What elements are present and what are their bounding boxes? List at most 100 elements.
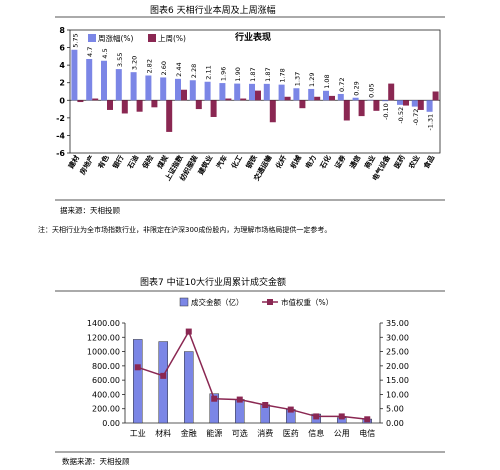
chart2-bar (235, 399, 245, 424)
chart2-plot: 1400.00 1200.00 1000.00 800.00 600.00 400.00 2… (87, 319, 409, 438)
chart1-bar-last-week (166, 100, 173, 132)
chart1-category-label: 银行 (111, 154, 126, 171)
chart2-bar (133, 339, 143, 424)
chart2-legend-line-label: 市值权重（%） (281, 297, 333, 307)
chart1-bar-last-week (284, 96, 291, 101)
chart2-title: 图表7 中证10大行业周累计成交金额 (140, 276, 286, 288)
chart2-bar (209, 393, 219, 424)
chart1-bar-last-week (92, 98, 99, 101)
chart1-bar-this-week (115, 69, 122, 101)
chart1-bar-last-week (151, 100, 158, 108)
chart1-category-label: 煤炭 (155, 154, 170, 171)
chart1-bar-last-week (195, 100, 202, 110)
chart2-category-label: 信息 (308, 428, 324, 438)
chart2-ytick-right-label: 25.00 (386, 348, 409, 357)
chart1-data-label: -0.52 (397, 107, 405, 124)
chart1-data-label: 2.82 (145, 59, 153, 73)
chart1-data-label: 4.7 (86, 47, 94, 57)
chart2-weight-marker (287, 406, 294, 413)
chart1-bar-this-week (382, 100, 389, 102)
chart1-bar-this-week (337, 93, 344, 101)
chart2-category-label: 消费 (257, 428, 273, 438)
chart1-ytick-label: 0 (59, 96, 65, 105)
chart1-ytick-label: 8 (59, 26, 65, 35)
chart1-ytick-label: 4 (59, 61, 65, 70)
chart1-data-label: 0.29 (353, 81, 361, 95)
chart1-data-label: 0.72 (338, 77, 346, 91)
chart1-legend-last-week: 上周(%) (158, 34, 186, 43)
chart2-category-label: 工业 (130, 428, 146, 438)
chart2-ytick-left-label: 400.00 (92, 390, 120, 399)
chart2-category-label: 医药 (283, 428, 299, 438)
chart2-category-label: 电信 (359, 428, 375, 438)
chart2-ytick-left-label: 0.00 (102, 419, 120, 428)
chart1-bar-last-week (269, 100, 276, 123)
chart1-data-label: 1.29 (308, 72, 316, 86)
chart1-bar-this-week (204, 81, 211, 101)
chart1-bar-this-week (308, 88, 315, 101)
chart1-bar-this-week (145, 75, 152, 101)
chart1-category-label: 化工 (229, 154, 244, 171)
chart1-plot: 8 6 4 2 0 -2 -4 -6 5.75 建材 4.7 房地产 4.5 有色 3.55 银行 3.20 石油… (56, 26, 441, 182)
chart1-category-label: 石油 (125, 154, 140, 171)
chart1-category-label: 建筑业 (196, 154, 214, 177)
chart1-bar-last-week (373, 100, 380, 111)
chart1-ytick-label: -4 (56, 131, 65, 140)
chart2-ytick-right-label: 30.00 (386, 333, 409, 342)
chart1-data-label: -1.31 (427, 114, 435, 131)
chart2-legend-bars: 成交金额（亿） (191, 297, 244, 307)
chart1-bar-last-week (255, 90, 261, 101)
chart2-legend-swatch-bars (179, 297, 189, 307)
chart1-bar-this-week (293, 88, 300, 101)
chart1-bar-last-week (299, 100, 306, 109)
chart1-title: 图表6 天相行业本周及上周涨幅 (150, 4, 276, 16)
chart2-ytick-left-label: 800.00 (92, 362, 120, 371)
chart1-category-label: 通信 (348, 154, 363, 171)
chart2-legend-marker (267, 299, 273, 305)
chart1-legend-swatch-this-week (88, 34, 96, 42)
chart1-category-label: 汽车 (214, 154, 229, 171)
chart1-inner-title: 行业表现 (234, 31, 271, 43)
chart2-ytick-left-label: 1200.00 (87, 333, 120, 342)
chart2-category-label: 公用 (334, 429, 350, 438)
chart1-bar-this-week (189, 80, 196, 101)
chart1-bar-this-week (71, 49, 78, 101)
chart2-weight-line (137, 329, 368, 421)
chart1-bar-this-week (323, 90, 329, 101)
chart1-bar-this-week (219, 83, 226, 101)
chart1-frame (69, 29, 441, 154)
chart1-data-label: 1.78 (279, 68, 287, 82)
chart1-category-label: 石化 (317, 154, 332, 171)
chart1-bar-this-week (263, 83, 270, 101)
chart1-ytick-label: -6 (56, 149, 65, 158)
chart1-bar-last-week (225, 98, 232, 101)
chart1-category-label: 食品 (421, 154, 436, 171)
chart2-ytick-right-label: 5.00 (386, 405, 404, 414)
chart1-data-label: 1.96 (219, 67, 227, 81)
chart1-bar-last-week (77, 100, 84, 103)
chart1-data-label: 2.44 (175, 62, 183, 76)
chart1-data-label: 1.87 (249, 67, 257, 81)
chart2-weight-marker (211, 395, 218, 402)
chart1-data-label: 0.05 (367, 83, 375, 97)
chart1-ytick-label: 6 (59, 44, 65, 53)
chart2-bar (184, 351, 194, 424)
chart1-bar-last-week (107, 100, 113, 110)
chart1-bar-last-week (314, 96, 321, 101)
chart1-data-label: 1.87 (264, 67, 272, 81)
chart1-data-label: 1.08 (323, 74, 331, 88)
chart1-category-label: 化纤 (274, 154, 289, 171)
chart1-data-label: 5.75 (71, 33, 79, 47)
chart2-ytick-left-label: 600.00 (92, 376, 120, 385)
chart1-note: 注：天相行业为全市场指数行业，非限定在沪深300成份股内，为理解市场格局提供一定… (38, 225, 331, 234)
chart1-data-label: 4.5 (101, 48, 109, 58)
chart1-bar-last-week (136, 100, 143, 112)
chart2-bar (158, 341, 168, 424)
chart2-ytick-left-label: 200.00 (92, 405, 120, 414)
chart1-source: 据来源：天相投顾 (60, 205, 120, 215)
chart1-bar-this-week (352, 97, 359, 101)
chart1-data-label: 3.55 (116, 53, 124, 67)
chart1-bar-this-week (426, 100, 433, 112)
chart2-category-label: 金融 (181, 428, 197, 438)
chart1-bar-this-week (175, 78, 181, 101)
